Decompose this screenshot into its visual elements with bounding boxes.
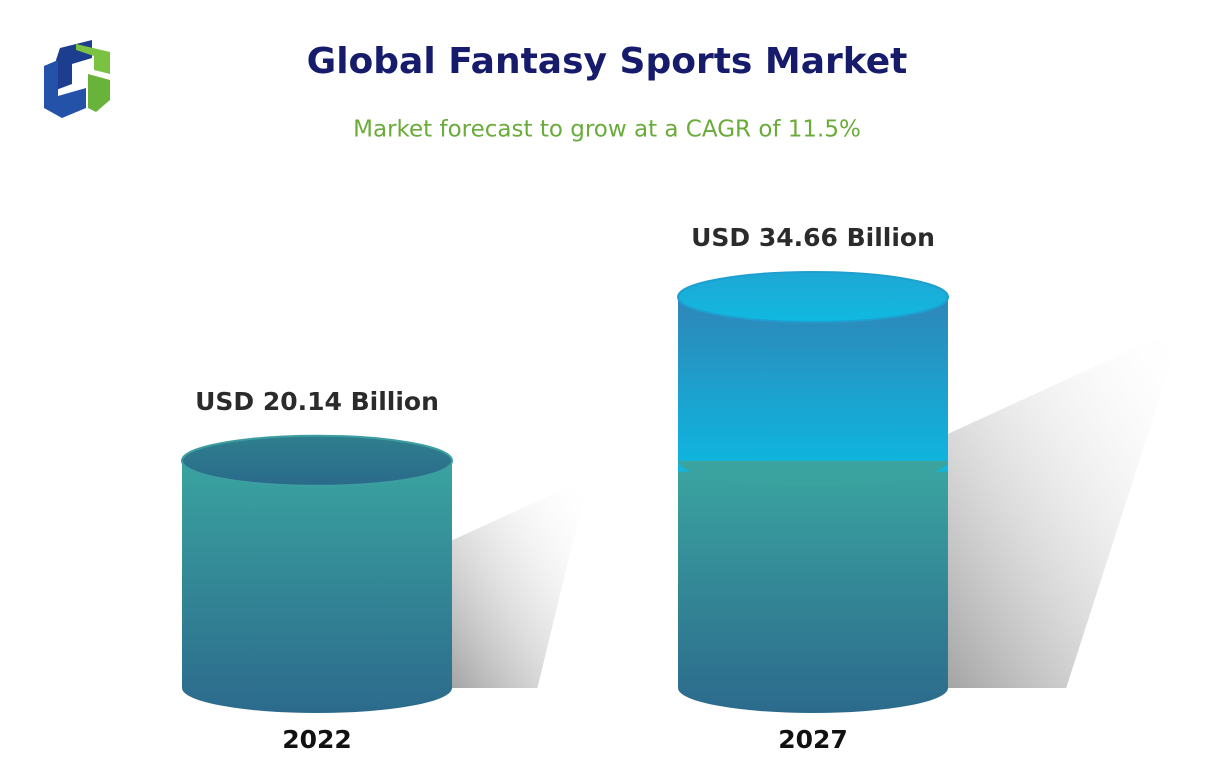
cylinder-divider xyxy=(678,460,948,486)
cylinder xyxy=(182,460,452,713)
x-tick-label: 2022 xyxy=(282,725,352,754)
chart-subtitle: Market forecast to grow at a CAGR of 11.… xyxy=(353,117,861,143)
cylinder-shadow xyxy=(452,477,589,688)
cylinder-top xyxy=(677,271,949,323)
cylinder-shadow xyxy=(948,326,1183,688)
logo xyxy=(44,40,110,118)
value-label: USD 20.14 Billion xyxy=(195,387,439,416)
chart-title: Global Fantasy Sports Market xyxy=(307,41,908,82)
value-label: USD 34.66 Billion xyxy=(691,223,935,252)
cylinder xyxy=(678,297,948,713)
cylinder-top xyxy=(181,434,453,487)
x-tick-label: 2027 xyxy=(778,725,848,754)
